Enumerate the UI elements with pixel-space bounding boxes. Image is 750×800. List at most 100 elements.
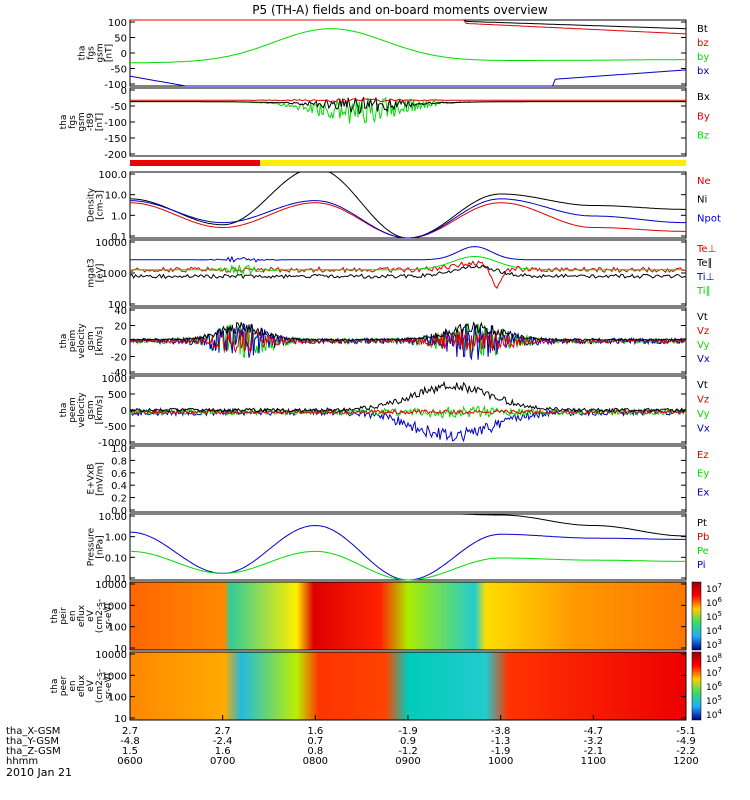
legend-entry: Pb	[697, 532, 709, 543]
y-tick-label: 10.00	[98, 512, 127, 523]
y-tick-label: 10.0	[105, 191, 127, 202]
legend-entry: Vy	[697, 409, 710, 420]
y-axis-label: tha peer en eflux eV (cm2-s-sr-eV)	[50, 669, 114, 703]
colorbar-label: 107	[706, 666, 722, 679]
x-tick-value: 0900	[395, 756, 420, 767]
legend-entry: bz	[697, 38, 709, 49]
x-tick-value: 0700	[210, 756, 235, 767]
y-tick-label: -50	[111, 102, 127, 113]
legend-entry: By	[697, 111, 710, 122]
colorbar-label: 108	[706, 652, 722, 665]
spectrogram	[130, 582, 686, 650]
y-axis-label: tha peem velocity gsm [km/s]	[59, 392, 105, 428]
trace-pi	[130, 526, 686, 581]
trace-npot	[130, 199, 686, 238]
svg-text:[km/s]: [km/s]	[95, 396, 105, 425]
y-tick-label: 1000	[102, 374, 127, 385]
y-tick-label: 500	[108, 390, 127, 401]
y-tick-label: 0.6	[111, 469, 127, 480]
svg-text:[cm-3]: [cm-3]	[96, 190, 106, 220]
legend-entry: Bx	[697, 92, 710, 103]
y-tick-label: 0.4	[111, 481, 127, 492]
y-tick-label: -20	[111, 353, 127, 364]
legend-entry: Ez	[697, 450, 709, 461]
legend-entry: Vt	[697, 380, 708, 391]
colorbar-label: 107	[706, 582, 722, 595]
colorbar-label: 105	[706, 610, 722, 623]
y-tick-label: -50	[111, 65, 127, 76]
trace-ne	[130, 203, 686, 238]
spectrogram	[130, 652, 686, 720]
trace-vt-i	[130, 382, 686, 411]
legend-entry: by	[697, 52, 709, 63]
y-tick-label: 50	[114, 34, 127, 45]
legend-entry: Vx	[697, 354, 710, 365]
colorbar-label: 103	[706, 638, 722, 651]
panel-fgs: 100500-50-100tha fgs gsm [nT]Btbzbybx	[78, 18, 710, 91]
y-axis-label: E+VxB [mV/m]	[87, 462, 106, 496]
y-tick-label: 1.0	[111, 211, 127, 222]
trace-bz	[130, 20, 686, 34]
y-tick-label: 40	[114, 306, 127, 317]
x-tick-value: 1100	[581, 756, 606, 767]
legend-entry: bx	[697, 66, 709, 77]
panel-fgl: 0 -50 -100 -150 -200 tha fgs gsm -t89 [nT] Bx By Bz	[59, 86, 710, 161]
date-label: 2010 Jan 21	[6, 766, 72, 779]
y-axis-label: mgat3 [eV]	[87, 258, 106, 287]
y-tick-label: 0	[121, 406, 127, 417]
x-tick-value: 0600	[117, 756, 142, 767]
legend-entry: Ey	[697, 469, 709, 480]
y-axis-label: tha fgs gsm -t89 [nT]	[59, 112, 105, 131]
legend-entry: Vt	[697, 312, 708, 323]
panel-frame	[130, 240, 686, 306]
y-axis-label: tha fgs gsm [nT]	[78, 43, 115, 62]
trace-vt-e	[130, 322, 686, 340]
y-tick-label: 20	[114, 322, 127, 333]
panel-frame	[130, 446, 686, 512]
legend-entry: Bt	[697, 24, 708, 35]
trace-pe	[130, 551, 686, 580]
legend-entry: Ti∥	[696, 286, 711, 297]
colorbar-label: 105	[706, 694, 722, 707]
y-axis-label: Pressure [nPa]	[87, 527, 106, 566]
colorbar	[692, 582, 701, 650]
legend-entry: Vz	[697, 395, 709, 406]
legend-entry: Pt	[697, 518, 707, 529]
svg-text:[nPa]: [nPa]	[96, 535, 106, 558]
y-tick-label: 100.0	[98, 170, 127, 181]
svg-text:[eV]: [eV]	[96, 264, 106, 283]
y-tick-label: -150	[104, 134, 127, 145]
y-tick-label: 1.0	[111, 444, 127, 455]
trace-bt	[130, 20, 686, 29]
svg-text:[mV/m]: [mV/m]	[96, 462, 106, 496]
panel-efield: 1.00.8 0.60.4 0.20.0 E+VxB [mV/m] Ez Ey Ex	[87, 444, 710, 517]
trace-by	[130, 29, 686, 63]
colorbar-label: 106	[706, 680, 722, 693]
y-tick-label: 10000	[95, 238, 127, 249]
y-tick-label: 1.00	[105, 533, 127, 544]
panel-frame	[130, 514, 686, 580]
legend-entry: Te⊥	[696, 244, 716, 255]
trace-pt	[130, 514, 686, 536]
panel-ele_spec: 10810710610510410000100010010tha peer en ef…	[50, 650, 722, 725]
y-tick-label: 10000	[95, 650, 127, 661]
x-tick-value: 0800	[303, 756, 328, 767]
colorbar-label: 104	[706, 624, 722, 637]
y-tick-label: 0.2	[111, 494, 127, 505]
legend-entry: Vx	[697, 424, 710, 435]
legend-entry: Vz	[697, 326, 709, 337]
mode-bar-slow	[130, 160, 260, 166]
mode-bar-fast	[260, 160, 686, 166]
x-axis-table: tha_X-GSMtha_Y-GSMtha_Z-GSMhhmm2.7-4.81.…	[6, 715, 699, 767]
legend-entry: Pe	[697, 546, 709, 557]
colorbar	[692, 652, 701, 720]
y-tick-label: 10	[114, 714, 127, 725]
y-tick-label: -500	[104, 422, 127, 433]
svg-text:[nT]: [nT]	[105, 44, 115, 62]
svg-text:sr-eV): sr-eV)	[104, 603, 114, 629]
svg-text:[nT]: [nT]	[95, 113, 105, 131]
y-tick-label: -200	[104, 150, 127, 161]
svg-text:sr-eV): sr-eV)	[104, 673, 114, 699]
y-tick-label: 100	[108, 18, 127, 29]
y-axis-label: Density [cm-3]	[87, 187, 106, 222]
